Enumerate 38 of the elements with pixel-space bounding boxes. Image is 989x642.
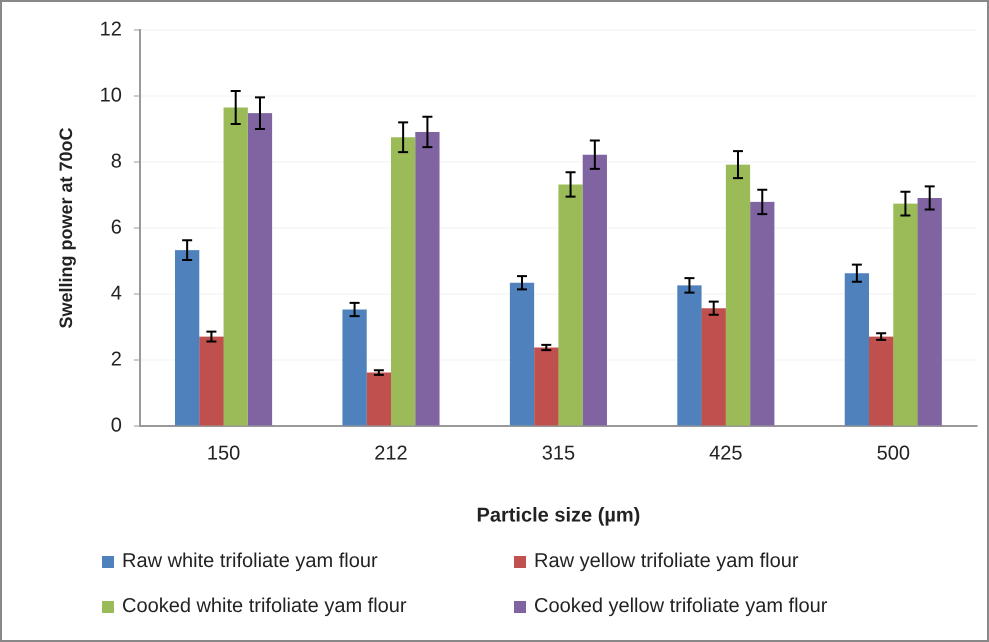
x-tick-label: 212 — [374, 442, 408, 465]
y-tick-label: 12 — [100, 18, 122, 41]
bar — [510, 282, 534, 426]
legend-label: Cooked white trifoliate yam flour — [122, 595, 407, 618]
y-tick-label: 4 — [110, 282, 122, 305]
y-tick-label: 8 — [110, 150, 122, 173]
bar — [390, 137, 416, 426]
y-tick-label: 2 — [110, 348, 122, 371]
bar — [558, 184, 583, 426]
bar — [415, 132, 440, 426]
bar — [224, 108, 248, 426]
y-tick-label: 6 — [110, 216, 122, 239]
bar — [869, 336, 894, 426]
y-tick-label: 10 — [100, 84, 122, 107]
x-tick-label: 315 — [542, 442, 576, 465]
bar — [844, 273, 870, 426]
bar — [677, 285, 702, 426]
bar — [534, 347, 558, 426]
x-axis-title: Particle size (µm) — [476, 504, 640, 527]
bar — [199, 336, 224, 426]
bar — [248, 113, 272, 426]
bar — [918, 198, 942, 426]
bar — [175, 250, 200, 426]
y-tick-label: 0 — [110, 414, 122, 437]
legend-label: Raw yellow trifoliate yam flour — [534, 550, 799, 573]
bar — [726, 164, 750, 426]
bar — [893, 204, 918, 426]
x-tick-label: 500 — [876, 442, 910, 465]
legend-label: Cooked yellow trifoliate yam flour — [534, 595, 828, 618]
bar — [702, 308, 726, 426]
legend-label: Raw white trifoliate yam flour — [122, 550, 378, 573]
bar — [582, 154, 607, 426]
bar — [366, 372, 391, 426]
x-tick-label: 425 — [709, 442, 743, 465]
y-axis-title: Swelling power at 70oC — [56, 127, 76, 329]
bar — [342, 310, 367, 426]
x-tick-label: 150 — [206, 442, 240, 465]
bar — [750, 202, 774, 426]
